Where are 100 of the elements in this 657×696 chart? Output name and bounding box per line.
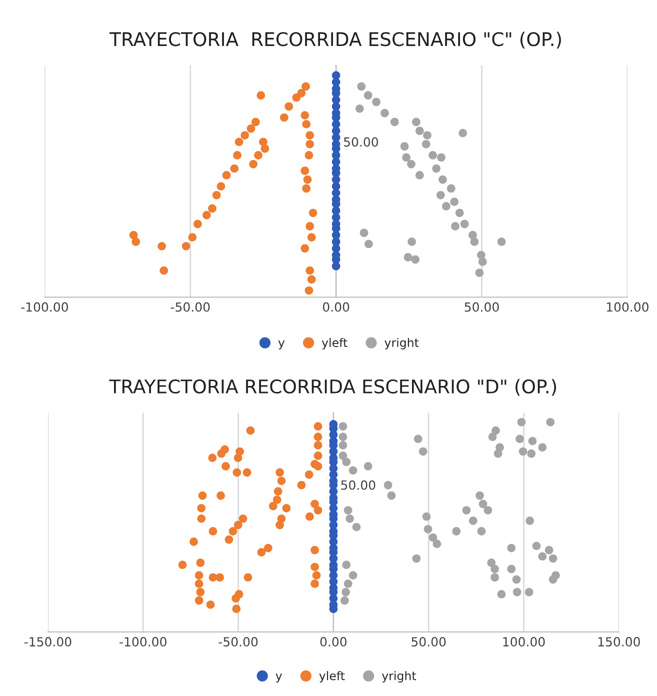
point — [424, 524, 432, 534]
point — [202, 210, 211, 220]
point — [411, 255, 420, 264]
x-tick-label: 150.00 — [598, 637, 640, 647]
point — [232, 594, 240, 603]
point — [312, 571, 321, 580]
point — [314, 452, 322, 460]
point — [216, 182, 226, 191]
point — [512, 588, 522, 596]
point — [300, 166, 310, 175]
point — [342, 588, 350, 596]
point — [276, 468, 284, 477]
point — [304, 286, 314, 295]
point — [438, 175, 447, 184]
point — [346, 514, 354, 523]
point — [516, 434, 524, 444]
point — [302, 120, 311, 128]
point — [216, 491, 225, 500]
x-tick-label: 50.00 — [464, 302, 499, 312]
point — [314, 441, 322, 450]
point — [528, 436, 537, 446]
point — [492, 426, 500, 435]
point — [314, 432, 322, 442]
point — [450, 198, 459, 206]
point — [360, 228, 368, 238]
point — [306, 131, 314, 140]
point — [348, 571, 358, 580]
point — [182, 242, 190, 250]
point — [282, 504, 291, 512]
point — [264, 544, 272, 552]
point — [234, 138, 244, 146]
point — [476, 250, 486, 260]
point — [415, 126, 424, 136]
point — [422, 140, 430, 148]
point — [198, 491, 207, 500]
point — [364, 240, 373, 248]
point — [284, 102, 294, 111]
point — [300, 244, 310, 253]
x-tick-label: 100.00 — [606, 302, 648, 312]
point — [432, 164, 441, 173]
point — [208, 204, 216, 213]
point — [507, 544, 516, 552]
point — [428, 533, 438, 542]
point — [526, 516, 534, 525]
point — [158, 242, 166, 250]
point — [422, 512, 431, 521]
point — [384, 480, 392, 490]
point — [364, 91, 372, 100]
point — [208, 454, 217, 462]
point — [233, 151, 242, 160]
point — [364, 462, 372, 470]
point — [194, 596, 204, 605]
point — [310, 546, 319, 554]
point — [276, 520, 284, 530]
point — [442, 202, 450, 210]
point — [234, 454, 242, 462]
point — [304, 470, 314, 479]
point — [194, 579, 204, 588]
point — [342, 458, 351, 466]
point — [257, 548, 266, 556]
point — [475, 268, 484, 278]
point — [310, 579, 319, 588]
point — [490, 564, 500, 574]
point — [507, 564, 516, 574]
point — [234, 520, 242, 530]
point — [512, 575, 521, 584]
point — [297, 480, 306, 490]
point — [455, 208, 464, 218]
point — [338, 452, 348, 460]
point — [338, 441, 348, 450]
point — [451, 222, 460, 230]
point — [306, 266, 314, 275]
x-tick-label: 100.00 — [503, 637, 545, 647]
x-tick-label: -150.00 — [24, 637, 72, 647]
point — [423, 131, 432, 140]
point — [242, 468, 252, 477]
chart-title: TRAYECTORIA RECORRIDA ESCENARIO "C" (OP.) — [109, 32, 561, 48]
point — [244, 573, 252, 582]
annotation: 50.00 — [344, 137, 378, 147]
point — [306, 140, 314, 148]
point — [314, 506, 322, 515]
point — [302, 184, 311, 193]
point — [178, 560, 187, 570]
point — [307, 275, 316, 284]
point — [468, 516, 478, 525]
point — [538, 552, 547, 561]
point — [297, 88, 306, 98]
point — [488, 432, 497, 442]
point — [260, 144, 270, 153]
point — [446, 184, 456, 193]
point — [132, 238, 140, 246]
point — [280, 113, 288, 122]
point — [344, 506, 352, 515]
point — [402, 153, 410, 162]
point — [418, 447, 428, 456]
point — [254, 151, 262, 160]
point — [224, 535, 234, 544]
point — [332, 71, 340, 80]
point — [188, 233, 197, 242]
x-tick-label: -100.00 — [21, 302, 68, 312]
